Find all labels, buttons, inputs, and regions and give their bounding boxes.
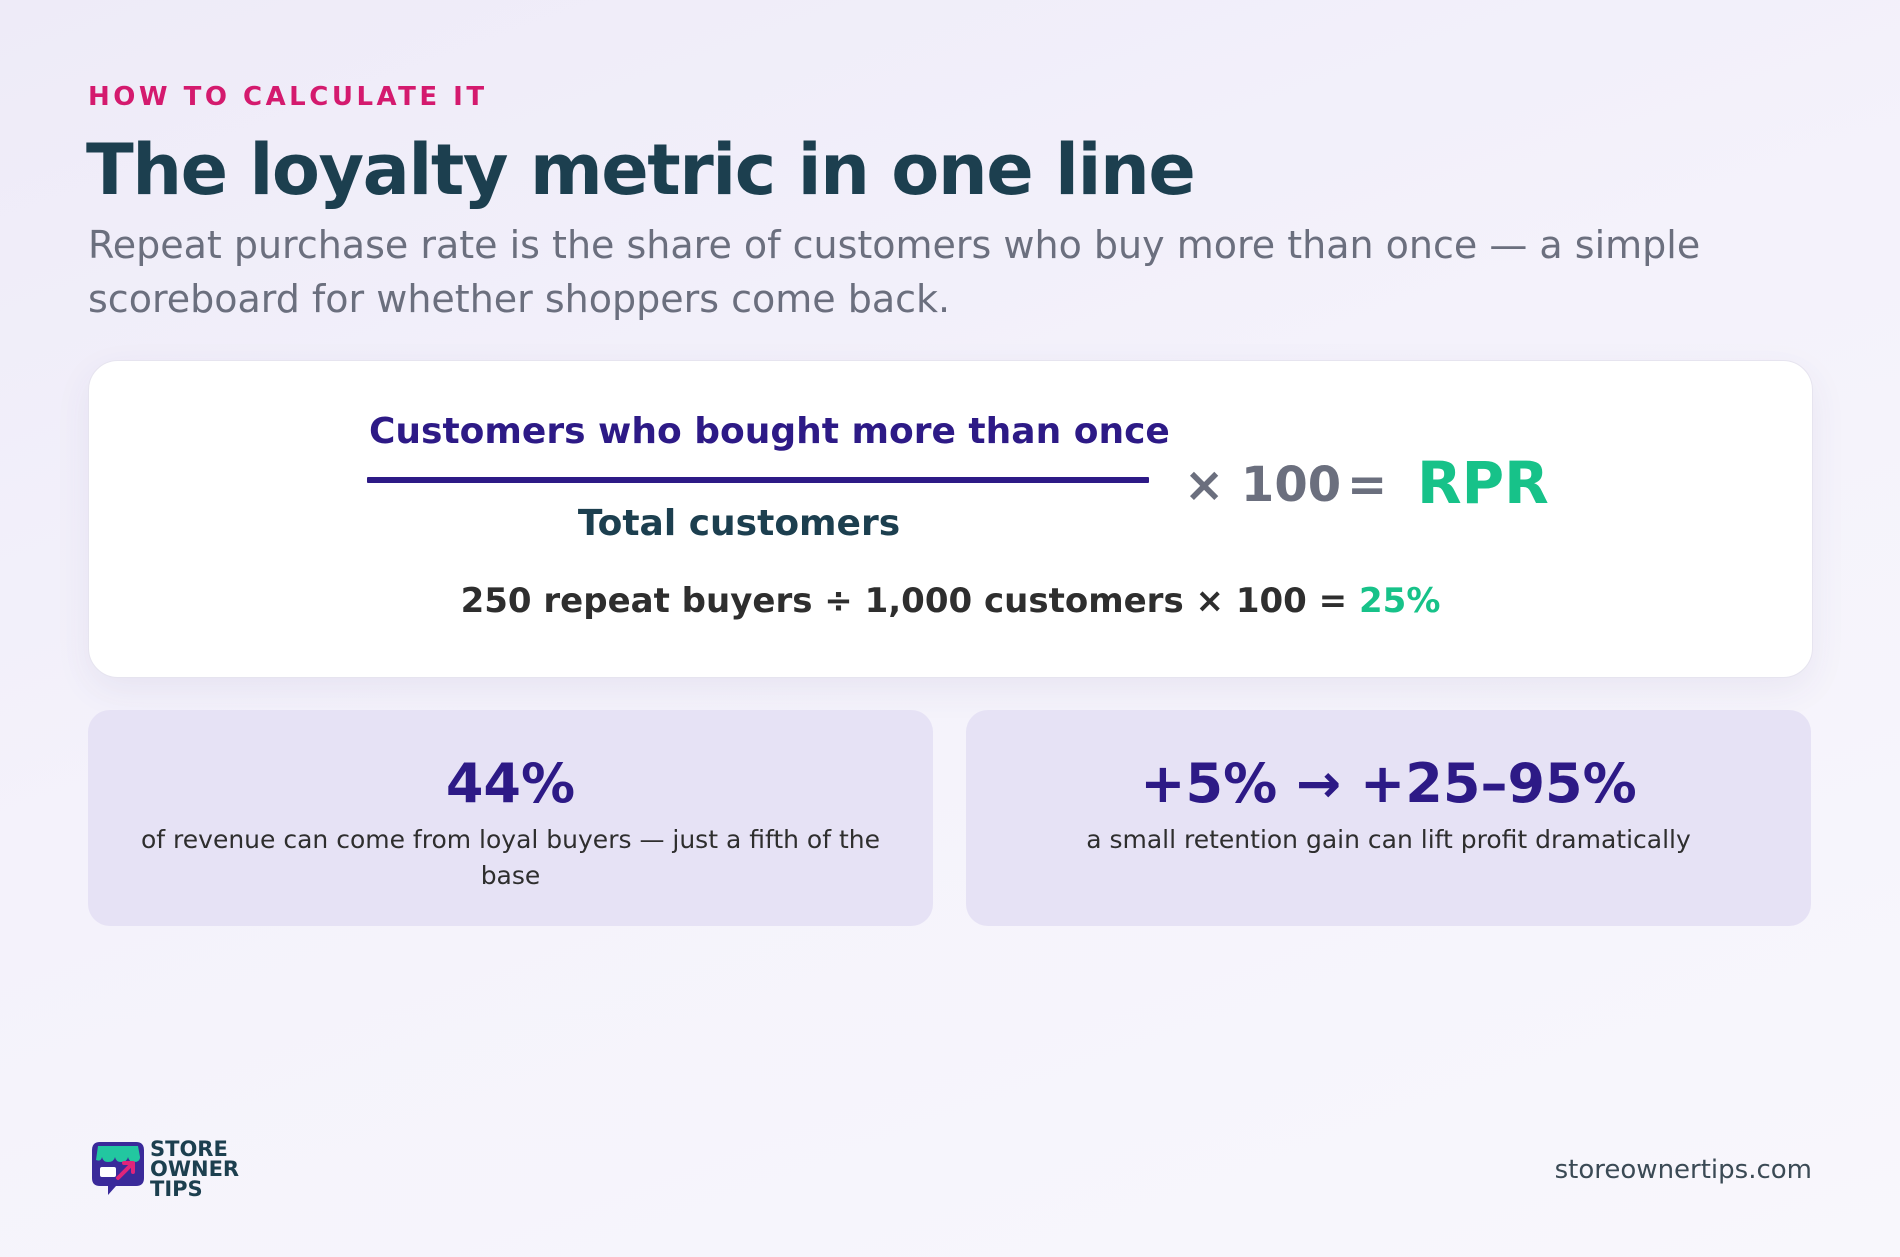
stat-card-revenue: 44% of revenue can come from loyal buyer… — [88, 710, 933, 926]
formula-multiplier: × 100 — [1184, 457, 1342, 513]
page-subtitle: Repeat purchase rate is the share of cus… — [88, 223, 1701, 321]
site-url: storeownertips.com — [1554, 1155, 1812, 1185]
formula-example: 250 repeat buyers ÷ 1,000 customers × 10… — [89, 581, 1812, 621]
example-result: 25% — [1359, 581, 1441, 621]
stat-card-retention: +5% → +25–95% a small retention gain can… — [966, 710, 1811, 926]
formula-result: RPR — [1417, 449, 1549, 517]
brand-line: STORE — [150, 1137, 228, 1161]
formula-card: Customers who bought more than once Tota… — [88, 360, 1813, 678]
fraction-bar — [367, 477, 1149, 483]
formula-equals: = — [1347, 457, 1388, 513]
stat-value: 44% — [445, 752, 576, 815]
page-title: The loyalty metric in one line — [86, 129, 1196, 211]
formula-denominator: Total customers — [577, 503, 901, 544]
example-calculation: 250 repeat buyers ÷ 1,000 customers × 10… — [460, 581, 1359, 621]
eyebrow-label: HOW TO CALCULATE IT — [88, 82, 488, 112]
storefront-chat-bubble-icon — [92, 1142, 144, 1195]
brand-line: OWNER — [150, 1157, 240, 1181]
brand-wordmark: STORE OWNER TIPS — [150, 1137, 240, 1201]
stat-description: of revenue can come from loyal buyers — … — [141, 825, 880, 890]
brand-line: TIPS — [150, 1177, 203, 1201]
stat-description: a small retention gain can lift profit d… — [1086, 825, 1691, 854]
formula-numerator: Customers who bought more than once — [369, 411, 1170, 452]
stat-value: +5% → +25–95% — [1140, 752, 1637, 815]
